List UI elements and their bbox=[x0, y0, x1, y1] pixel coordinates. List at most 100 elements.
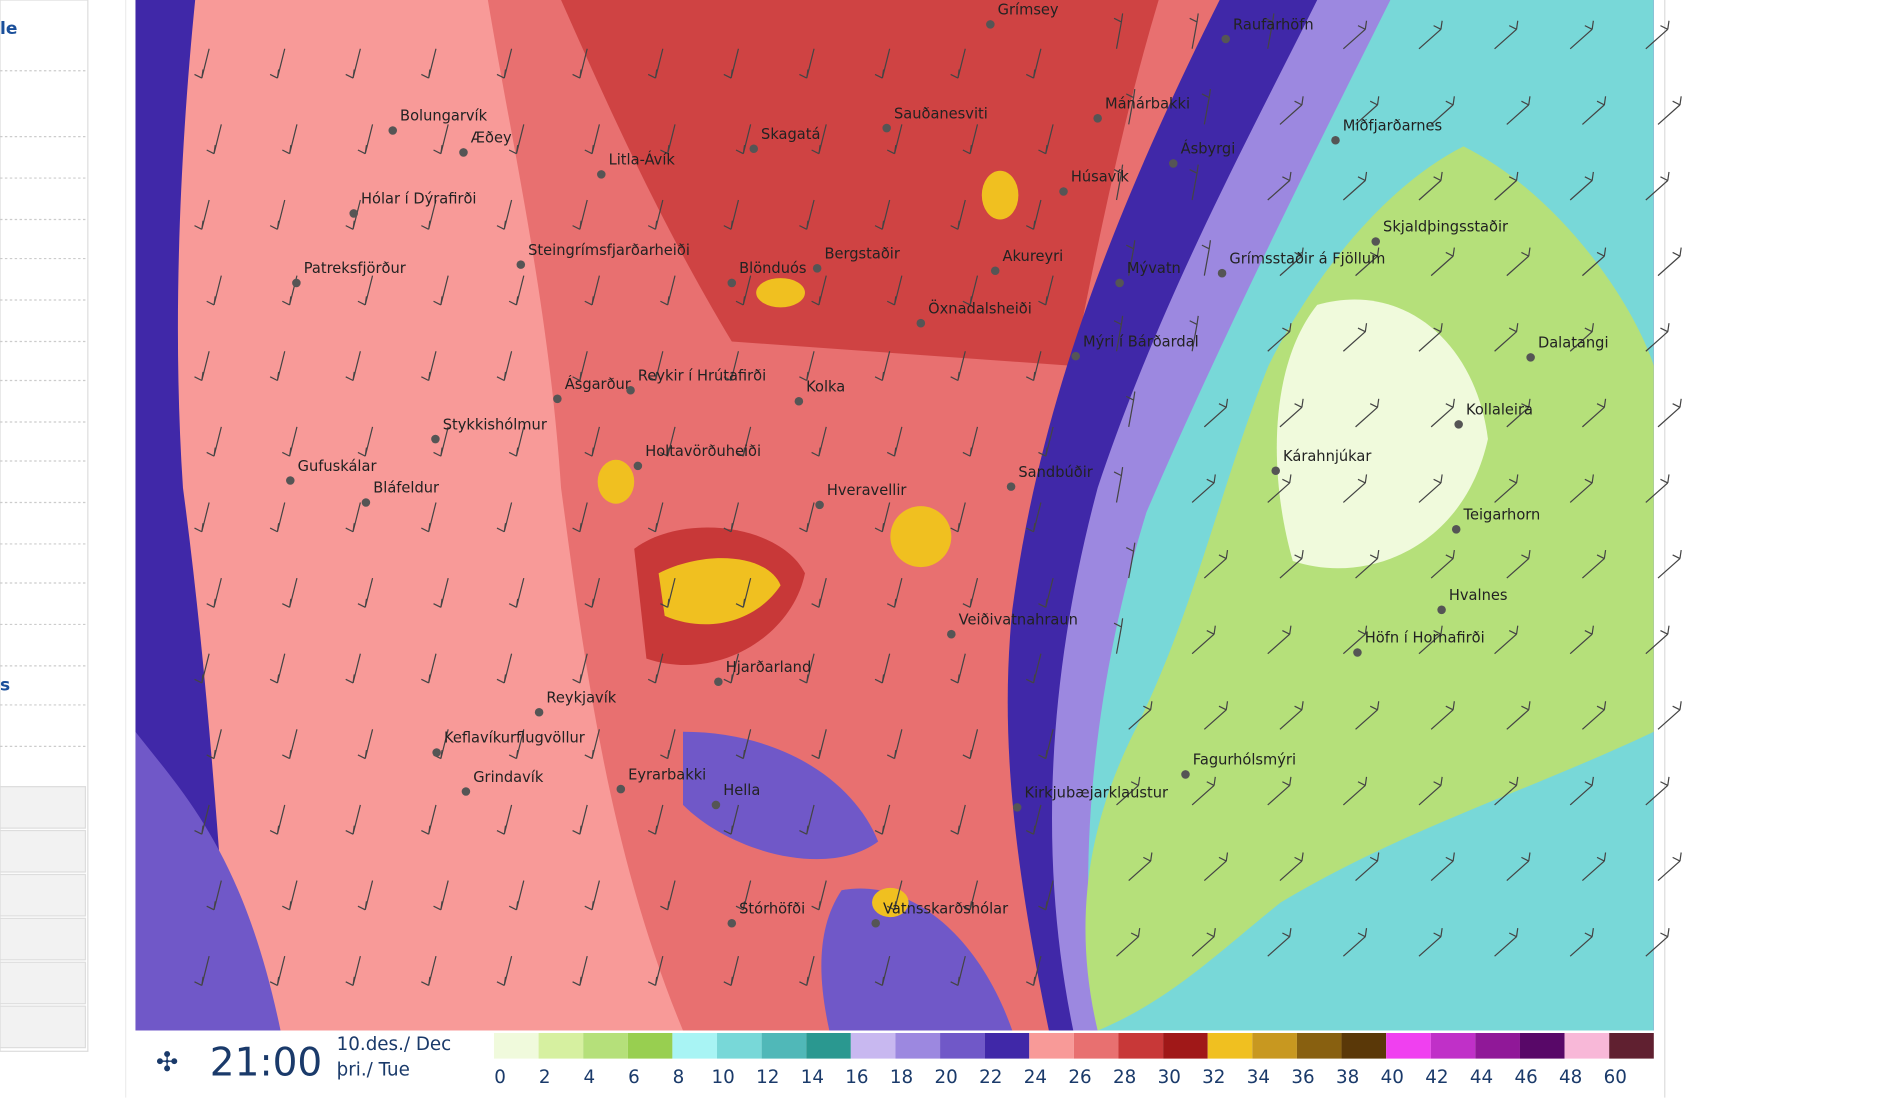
wind-arrow bbox=[1494, 625, 1519, 655]
wind-arrow bbox=[345, 351, 361, 382]
sidebar-rows bbox=[0, 70, 87, 1049]
wind-arrow bbox=[584, 880, 600, 911]
wind-arrow bbox=[886, 880, 903, 911]
wind-arrow bbox=[811, 577, 827, 608]
place-label: Miðfjarðarnes bbox=[1343, 117, 1442, 134]
wind-arrow bbox=[1355, 398, 1380, 428]
wind-arrow bbox=[1645, 323, 1670, 352]
place-label: Eyrarbakki bbox=[628, 766, 706, 783]
wind-arrow bbox=[1569, 171, 1594, 201]
wind-arrow bbox=[886, 124, 903, 155]
station bbox=[990, 266, 1000, 276]
legend-label: 6 bbox=[628, 1067, 640, 1088]
sidebar-link[interactable]: le bbox=[0, 19, 17, 39]
place-label: Reykir í Hrútafirði bbox=[638, 368, 766, 385]
wind-arrow bbox=[496, 956, 513, 986]
wind-arrow bbox=[962, 577, 979, 608]
wind-arrow bbox=[874, 351, 891, 382]
legend-swatch bbox=[1564, 1032, 1610, 1059]
wind-arrow bbox=[1025, 199, 1042, 230]
wind-arrow bbox=[1191, 625, 1216, 655]
legend-label: 34 bbox=[1247, 1067, 1270, 1088]
wind-arrow bbox=[660, 880, 676, 911]
legend-label: 2 bbox=[539, 1067, 551, 1088]
wind-arrow bbox=[1267, 474, 1292, 503]
wind-arrow bbox=[886, 729, 903, 760]
station bbox=[432, 748, 441, 757]
sidebar-link[interactable]: s bbox=[0, 675, 10, 695]
wind-arrow bbox=[345, 956, 361, 986]
wind-arrow bbox=[874, 502, 891, 533]
wind-arrow bbox=[496, 653, 513, 684]
wind-arrow bbox=[962, 880, 979, 911]
place-label: Hveravellir bbox=[827, 482, 907, 499]
wind-arrow bbox=[799, 804, 815, 835]
wind-arrow bbox=[723, 199, 740, 230]
wind-arrow bbox=[572, 653, 588, 684]
legend-label: 48 bbox=[1559, 1067, 1582, 1088]
wind-arrow bbox=[269, 956, 286, 986]
wind-arrow bbox=[572, 956, 588, 986]
wind-arrow bbox=[1569, 20, 1594, 50]
wind-arrow bbox=[1279, 247, 1304, 277]
wind-arrow bbox=[1191, 928, 1216, 957]
wind-arrow bbox=[799, 956, 815, 986]
wind-arrow bbox=[421, 956, 437, 986]
wind-arrow bbox=[206, 124, 222, 155]
wind-arrow bbox=[1569, 776, 1594, 806]
wind-arrow bbox=[1494, 928, 1519, 957]
wind-arrow bbox=[1657, 398, 1682, 428]
wind-arrow bbox=[1657, 701, 1682, 730]
wind-arrow bbox=[421, 199, 437, 230]
station bbox=[516, 260, 526, 269]
wind-arrow bbox=[1581, 247, 1607, 277]
wind-arrow bbox=[1355, 96, 1380, 125]
legend-swatch bbox=[1163, 1032, 1208, 1059]
wind-arrow bbox=[269, 351, 286, 382]
wind-arrow bbox=[496, 804, 513, 835]
wind-arrow bbox=[1267, 171, 1292, 201]
wind-arrow bbox=[660, 729, 676, 760]
wind-arrow bbox=[345, 48, 361, 79]
wind-arrow bbox=[1125, 240, 1136, 276]
wind-arrow bbox=[206, 729, 222, 760]
wind-arrow bbox=[433, 426, 449, 457]
place-label: Steingrímsfjarðarheiði bbox=[528, 242, 690, 259]
legend-label: 0 bbox=[494, 1067, 506, 1088]
wind-arrow bbox=[1279, 701, 1304, 730]
wind-arrow bbox=[1342, 776, 1368, 806]
legend-label: 20 bbox=[935, 1067, 958, 1088]
legend-label: 12 bbox=[756, 1067, 779, 1088]
wind-arrow bbox=[1418, 928, 1443, 957]
place-label: Kirkjubæjarklaustur bbox=[1024, 785, 1169, 802]
wind-arrow bbox=[269, 804, 286, 835]
wind-arrow bbox=[1025, 48, 1042, 79]
wind-arrow bbox=[1342, 171, 1368, 201]
legend-swatch bbox=[1609, 1032, 1654, 1059]
place-label: Öxnadalsheiði bbox=[928, 299, 1032, 317]
station bbox=[916, 318, 926, 328]
wind-arrow bbox=[1025, 956, 1042, 986]
place-label: Húsavík bbox=[1071, 169, 1130, 186]
place-label: Ásgarður bbox=[565, 375, 632, 393]
wind-arrow bbox=[282, 880, 298, 911]
wind-arrow bbox=[357, 880, 374, 911]
wind-arrow bbox=[962, 275, 979, 306]
wind-arrow bbox=[735, 880, 752, 911]
wind-arrow bbox=[950, 351, 966, 382]
wind-arrow bbox=[1342, 928, 1368, 957]
wind-arrow bbox=[1645, 625, 1670, 655]
wind-arrow bbox=[811, 880, 827, 911]
wind-arrow bbox=[647, 199, 664, 230]
legend-swatch bbox=[1386, 1032, 1431, 1059]
station bbox=[1331, 135, 1340, 145]
wind-arrow bbox=[962, 124, 979, 155]
wind-arrow bbox=[433, 124, 449, 155]
wind-arrow bbox=[647, 653, 664, 684]
wind-arrow bbox=[1645, 171, 1670, 201]
legend-label: 44 bbox=[1470, 1067, 1493, 1088]
wind-arrow bbox=[508, 880, 525, 911]
wind-arrow bbox=[1125, 542, 1136, 579]
wind-arrow bbox=[1038, 880, 1054, 911]
place-label: Litla-Ávík bbox=[609, 151, 676, 169]
